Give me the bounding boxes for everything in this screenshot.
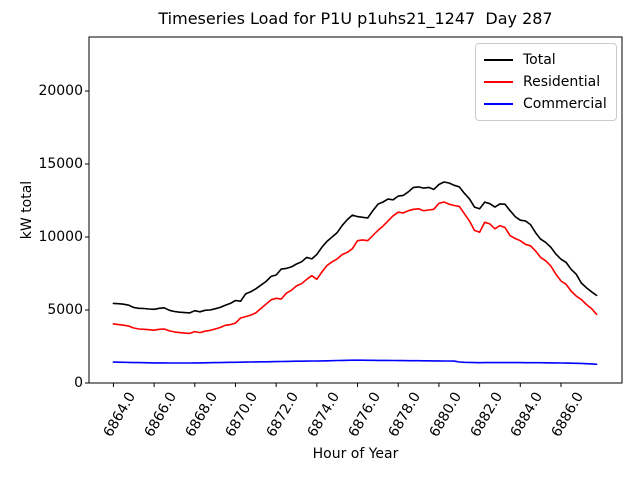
legend-swatch-residential bbox=[484, 81, 513, 83]
x-axis-label: Hour of Year bbox=[312, 446, 399, 462]
series-line-residential bbox=[112, 201, 598, 335]
y-tick-label: 20000 bbox=[38, 83, 83, 100]
y-tick-label: 15000 bbox=[38, 156, 83, 172]
legend-label-residential: Residential bbox=[523, 74, 601, 90]
series-line-total bbox=[112, 181, 598, 314]
legend: Total Residential Commercial bbox=[475, 43, 617, 121]
y-tick-label: 10000 bbox=[38, 229, 83, 245]
y-tick-label: 5000 bbox=[47, 302, 83, 318]
legend-label-total: Total bbox=[523, 52, 556, 68]
legend-entry-residential: Residential bbox=[484, 71, 608, 93]
legend-entry-commercial: Commercial bbox=[484, 93, 608, 115]
y-tick-label: 0 bbox=[74, 375, 83, 391]
y-axis-label: kW total bbox=[19, 180, 35, 240]
legend-label-commercial: Commercial bbox=[523, 96, 607, 112]
series-line-commercial bbox=[112, 359, 598, 366]
legend-swatch-total bbox=[484, 59, 513, 61]
legend-entry-total: Total bbox=[484, 49, 608, 71]
chart-title: Timeseries Load for P1U p1uhs21_1247 Day… bbox=[158, 9, 553, 28]
legend-swatch-commercial bbox=[484, 103, 513, 105]
